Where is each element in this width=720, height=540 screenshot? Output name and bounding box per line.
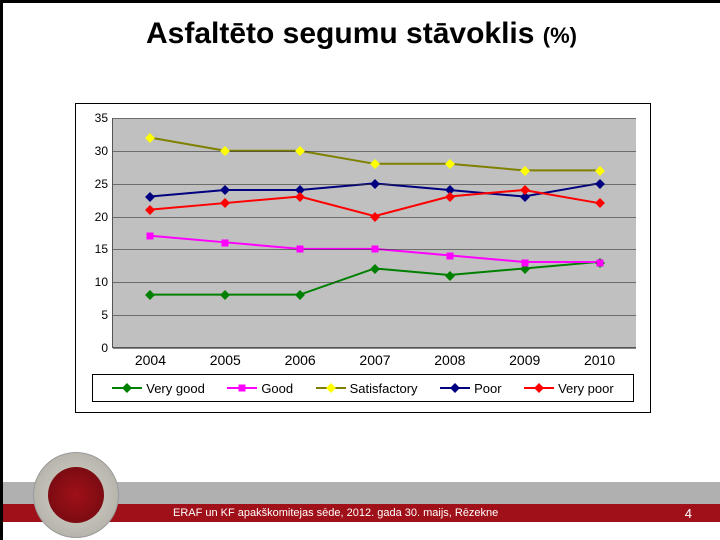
legend-marker [534,383,544,393]
chart-ytick: 5 [101,308,108,322]
chart-marker [147,233,154,240]
page-title: Asfaltēto segumu stāvoklis (%) [3,17,720,51]
chart-gridline [113,315,636,316]
chart-marker [521,259,528,266]
legend-label: Good [261,381,293,396]
chart-gridline [113,151,636,152]
chart-marker [596,259,603,266]
chart-xtick: 2004 [135,352,166,368]
chart-lines [113,118,636,347]
chart-marker [446,253,453,260]
slide: Asfaltēto segumu stāvoklis (%) 0 5 10 15 20 2… [0,0,720,540]
legend-item: Very good [112,381,205,396]
legend-marker [326,383,336,393]
title-suffix: (%) [543,23,577,48]
legend-label: Very good [146,381,205,396]
legend-line [316,387,346,389]
chart-ytick: 15 [95,242,108,256]
legend-item: Satisfactory [316,381,418,396]
legend-marker [450,383,460,393]
legend-marker [122,383,132,393]
legend-label: Very poor [558,381,614,396]
legend-label: Poor [474,381,501,396]
legend-line [524,387,554,389]
chart-marker [222,239,229,246]
seal-logo [33,452,119,538]
legend-item: Good [227,381,293,396]
chart-marker [372,246,379,253]
chart-ytick: 30 [95,144,108,158]
legend-line [227,387,257,389]
chart-xtick: 2008 [434,352,465,368]
chart-ytick: 10 [95,275,108,289]
title-main: Asfaltēto segumu stāvoklis [146,17,534,50]
legend-line [112,387,142,389]
legend-item: Very poor [524,381,614,396]
chart-plot-area: 0510152025303520042005200620072008200920… [112,118,636,348]
chart-container: 0 5 10 15 20 25 30 35 2004 2005 2006 2007 2008 2009 20… [75,103,651,413]
chart-xtick: 2007 [359,352,390,368]
seal-inner [48,467,104,523]
chart-ytick: 20 [95,210,108,224]
footer-stripe-white [3,522,720,540]
chart-xtick: 2009 [509,352,540,368]
chart-gridline [113,348,636,349]
chart-xtick: 2010 [584,352,615,368]
chart-xtick: 2006 [285,352,316,368]
chart-legend: Very good Good Satisfactory Poor Very poor [92,374,634,402]
footer: ERAF un KF apakškomitejas sēde, 2012. ga… [3,482,720,540]
footer-text: ERAF un KF apakškomitejas sēde, 2012. ga… [173,507,498,519]
chart-xtick: 2005 [210,352,241,368]
legend-line [440,387,470,389]
chart-gridline [113,282,636,283]
legend-item: Poor [440,381,501,396]
chart-ytick: 35 [95,111,108,125]
chart-marker [297,246,304,253]
chart-ytick: 25 [95,177,108,191]
legend-marker [239,385,246,392]
legend-label: Satisfactory [350,381,418,396]
page-number: 4 [685,506,692,521]
chart-ytick: 0 [101,341,108,355]
chart-gridline [113,118,636,119]
